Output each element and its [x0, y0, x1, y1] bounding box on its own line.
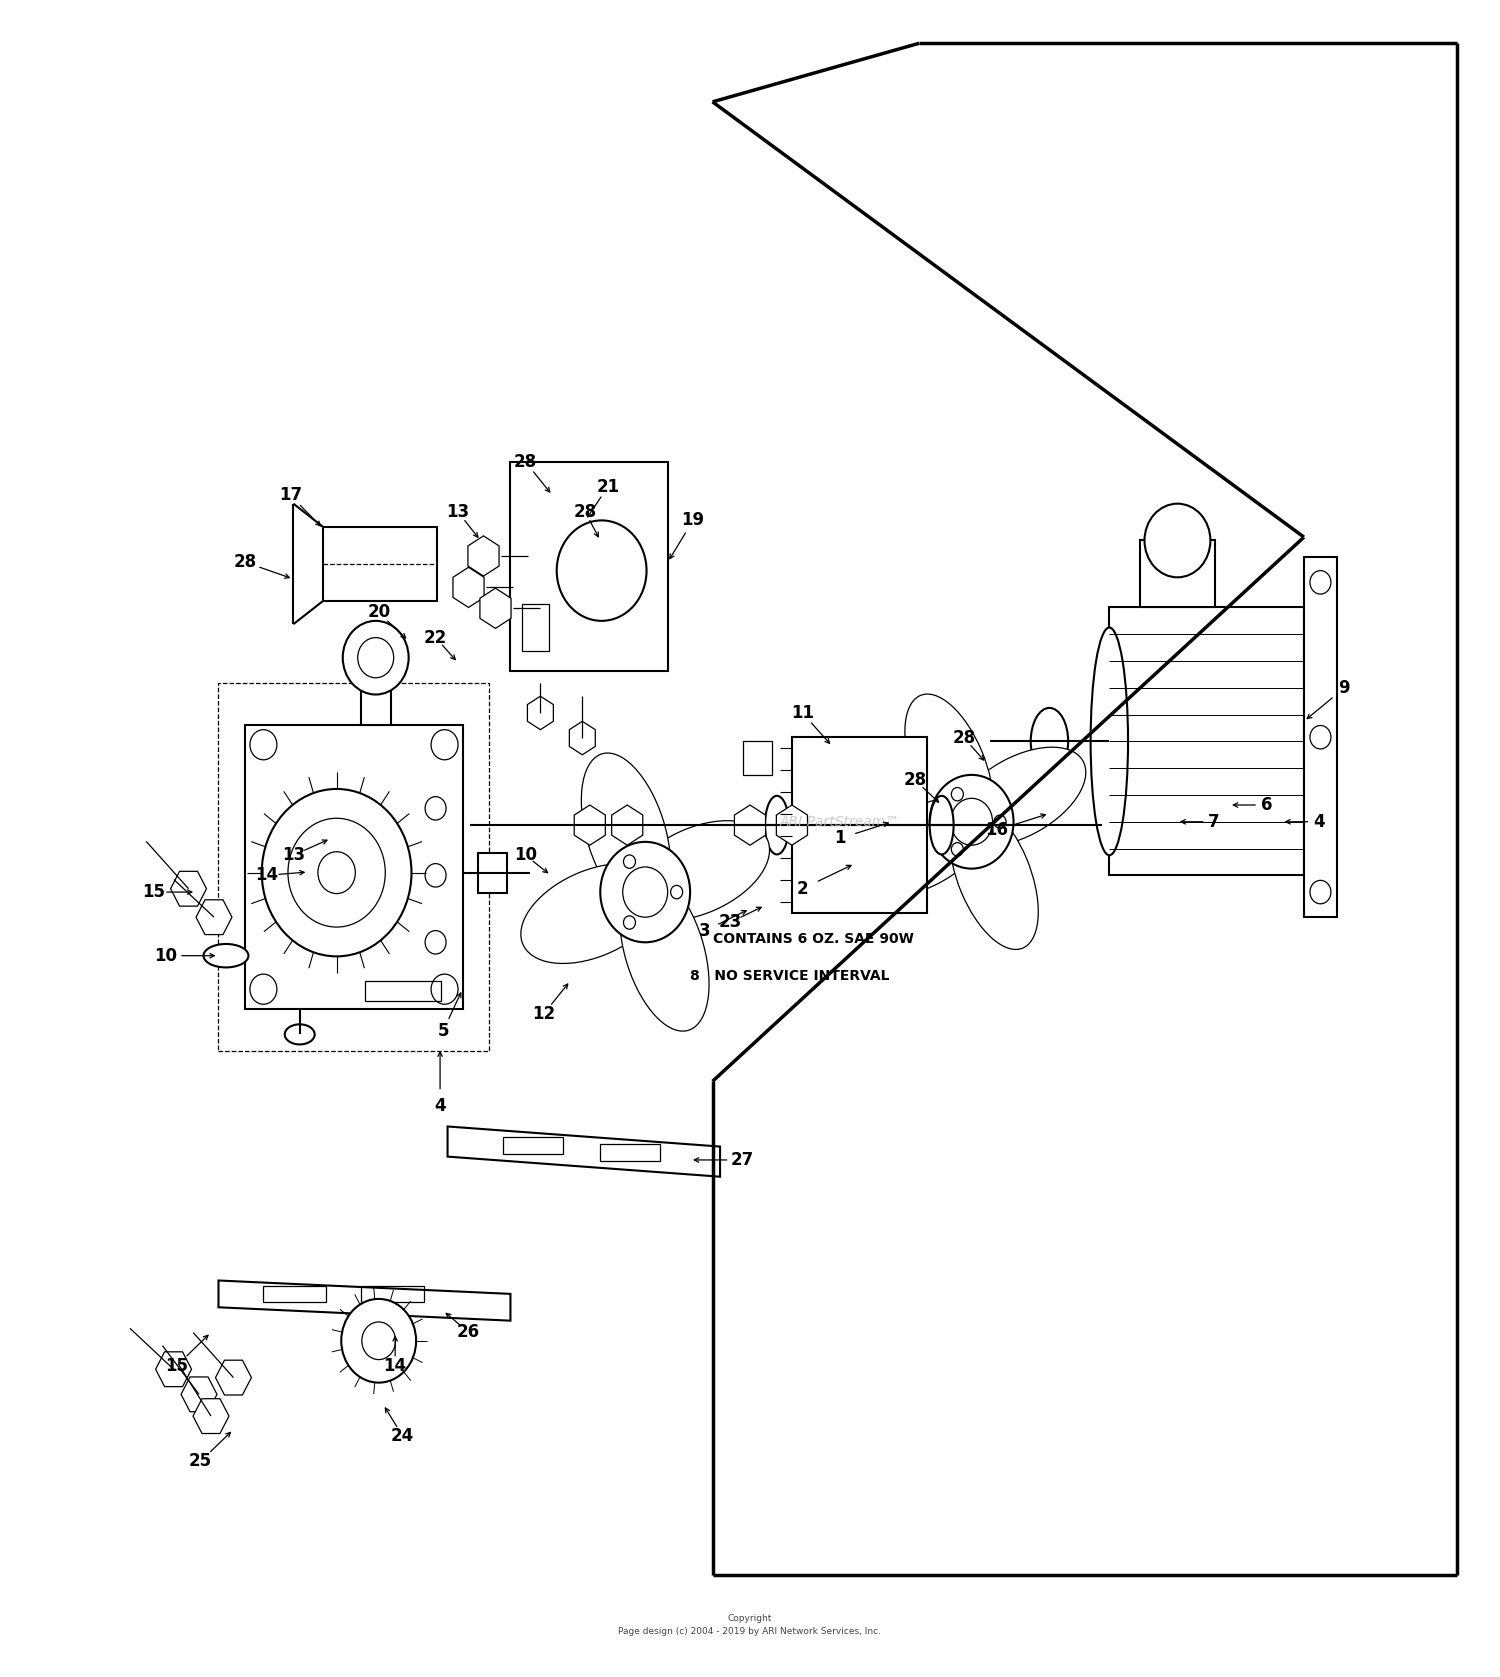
Text: 3: 3 [699, 922, 711, 939]
Text: 23: 23 [718, 914, 742, 931]
Text: 7: 7 [1209, 813, 1219, 830]
Text: 4: 4 [435, 1097, 445, 1115]
Bar [360, 1286, 423, 1303]
Ellipse shape [904, 694, 993, 842]
Text: 22: 22 [424, 629, 447, 647]
Text: 26: 26 [458, 1323, 480, 1342]
Bar [1110, 607, 1304, 875]
Text: 15: 15 [142, 884, 165, 901]
Text: 5: 5 [438, 1021, 448, 1040]
Text: CONTAINS 6 OZ. SAE 90W: CONTAINS 6 OZ. SAE 90W [712, 932, 914, 946]
Text: 12: 12 [532, 1005, 555, 1023]
Text: 27: 27 [730, 1150, 754, 1169]
Ellipse shape [858, 797, 990, 896]
Text: 28: 28 [903, 771, 927, 788]
Ellipse shape [1030, 708, 1068, 775]
Bar [503, 1137, 562, 1154]
Text: 1: 1 [834, 830, 846, 847]
Text: 16: 16 [986, 822, 1008, 838]
Bar [600, 1144, 660, 1160]
Bar [246, 724, 462, 1010]
Text: 9: 9 [1338, 679, 1350, 698]
Ellipse shape [520, 864, 664, 964]
Bar [264, 1286, 327, 1303]
Text: Copyright
Page design (c) 2004 - 2019 by ARI Network Services, Inc.: Copyright Page design (c) 2004 - 2019 by… [618, 1615, 882, 1637]
Text: 13: 13 [447, 503, 470, 522]
Circle shape [600, 842, 690, 942]
Bar [1304, 557, 1336, 917]
Text: ARI PartStream™: ARI PartStream™ [780, 815, 900, 828]
Text: 4: 4 [1312, 813, 1324, 830]
Text: 10: 10 [154, 948, 177, 964]
Polygon shape [219, 1281, 510, 1321]
Ellipse shape [620, 870, 710, 1031]
Text: 21: 21 [596, 478, 619, 496]
Text: 28: 28 [952, 729, 975, 746]
Text: 10: 10 [514, 847, 537, 864]
Ellipse shape [285, 1025, 315, 1045]
Bar [324, 527, 436, 600]
Text: 2: 2 [796, 880, 808, 897]
Bar [477, 852, 507, 892]
Text: 15: 15 [165, 1357, 188, 1375]
Text: 11: 11 [790, 704, 814, 721]
Text: 14: 14 [384, 1357, 406, 1375]
Ellipse shape [627, 820, 770, 921]
Ellipse shape [954, 748, 1086, 847]
Text: 17: 17 [279, 486, 302, 505]
Text: 28: 28 [234, 553, 256, 572]
Text: 28: 28 [573, 503, 597, 522]
Circle shape [342, 1300, 416, 1382]
Ellipse shape [204, 944, 249, 968]
Circle shape [262, 788, 411, 956]
Text: 20: 20 [368, 604, 390, 622]
Ellipse shape [1090, 627, 1128, 855]
Ellipse shape [950, 802, 1038, 949]
Bar [510, 461, 668, 671]
Bar [360, 688, 390, 724]
Bar [522, 604, 549, 651]
Bar [792, 738, 927, 912]
Text: 24: 24 [392, 1427, 414, 1446]
Text: 14: 14 [255, 867, 278, 884]
Circle shape [1144, 503, 1210, 577]
Ellipse shape [582, 753, 670, 914]
Text: 6: 6 [1262, 797, 1272, 813]
Bar [364, 981, 441, 1001]
Circle shape [930, 775, 1014, 869]
Ellipse shape [930, 797, 954, 854]
Text: 19: 19 [681, 511, 705, 530]
Circle shape [344, 620, 408, 694]
Bar [1140, 540, 1215, 607]
Bar [742, 741, 772, 775]
Ellipse shape [765, 797, 789, 854]
Bar [219, 683, 489, 1051]
Text: 13: 13 [282, 847, 304, 864]
Text: 8   NO SERVICE INTERVAL: 8 NO SERVICE INTERVAL [690, 969, 889, 983]
Polygon shape [447, 1127, 720, 1177]
Text: 25: 25 [189, 1452, 211, 1471]
Text: 28: 28 [514, 453, 537, 471]
